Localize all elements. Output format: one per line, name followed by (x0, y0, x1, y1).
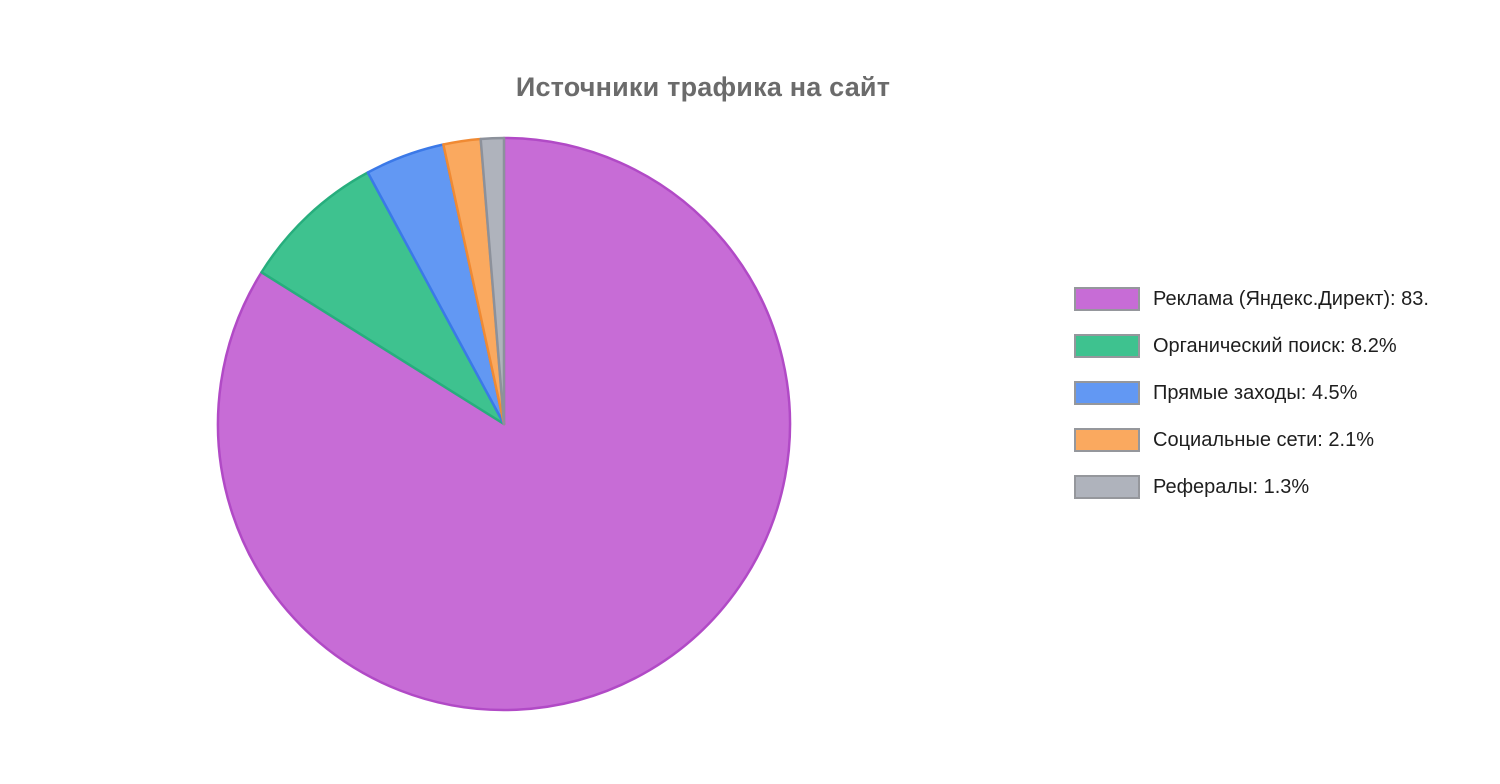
legend-label: Органический поиск: 8.2% (1153, 335, 1397, 357)
chart-title: Источники трафика на сайт (515, 72, 891, 102)
legend-swatch (1074, 381, 1140, 405)
pie-slice-1[interactable] (260, 171, 506, 426)
legend-item-referral[interactable]: Рефералы: 1.3% (1074, 475, 1429, 499)
legend-label: Реклама (Яндекс.Директ): 83. (1153, 288, 1429, 310)
legend-item-direct[interactable]: Прямые заходы: 4.5% (1074, 381, 1429, 405)
legend-label: Рефералы: 1.3% (1153, 476, 1310, 498)
legend-item-organic[interactable]: Органический поиск: 8.2% (1074, 334, 1429, 358)
legend-swatch (1074, 428, 1140, 452)
legend-swatch (1074, 334, 1140, 358)
legend-item-reklama[interactable]: Реклама (Яндекс.Директ): 83. (1074, 287, 1429, 311)
legend-label: Социальные сети: 2.1% (1153, 429, 1374, 451)
legend-item-social[interactable]: Социальные сети: 2.1% (1074, 428, 1429, 452)
legend-swatch (1074, 475, 1140, 499)
pie-chart (216, 136, 792, 712)
pie-slice-4[interactable] (479, 136, 506, 426)
legend-label: Прямые заходы: 4.5% (1153, 382, 1358, 404)
legend-swatch (1074, 287, 1140, 311)
legend: Реклама (Яндекс.Директ): 83. Органически… (1074, 287, 1429, 499)
